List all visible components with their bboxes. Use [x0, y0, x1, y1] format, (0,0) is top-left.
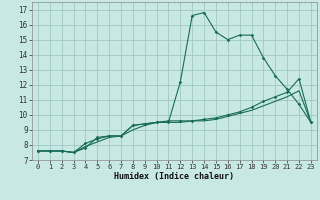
X-axis label: Humidex (Indice chaleur): Humidex (Indice chaleur): [115, 172, 234, 181]
